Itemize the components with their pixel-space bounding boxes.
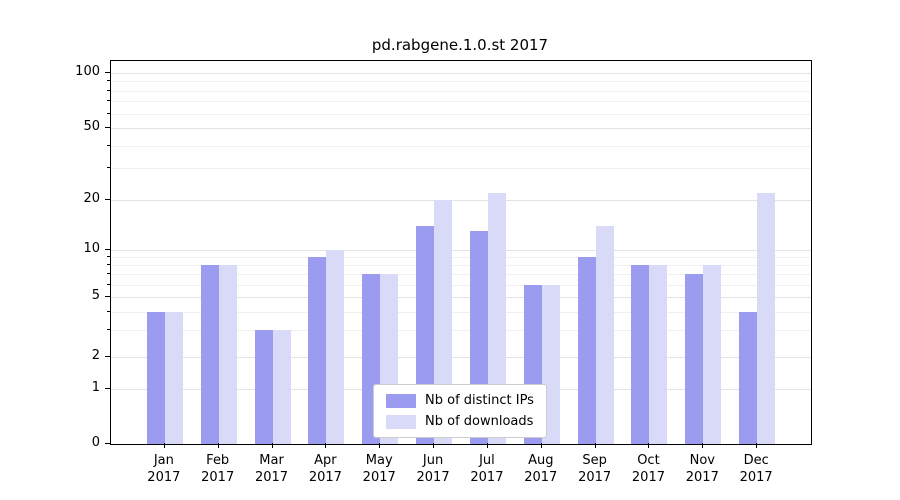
bar-distinct-ips xyxy=(685,274,704,444)
y-tick-label: 1 xyxy=(91,380,100,395)
bar-distinct-ips xyxy=(739,311,758,444)
y-tick-label: 20 xyxy=(83,191,100,206)
x-tick-label: Apr 2017 xyxy=(308,453,342,485)
bar-downloads xyxy=(487,192,506,444)
bar-distinct-ips xyxy=(200,265,219,444)
bar-downloads xyxy=(326,250,345,444)
x-tick-label: Oct 2017 xyxy=(631,453,665,485)
x-tick-label: Jan 2017 xyxy=(147,453,181,485)
y-tick-mark xyxy=(105,199,110,200)
gridline-major xyxy=(111,297,811,298)
x-tick-mark xyxy=(486,443,488,448)
gridline-minor xyxy=(111,274,811,276)
x-tick-mark xyxy=(217,443,219,448)
bar-distinct-ips xyxy=(146,311,165,444)
legend-swatch xyxy=(386,414,416,429)
y-minor-tick-mark xyxy=(107,256,110,258)
legend-label: Nb of downloads xyxy=(425,414,534,429)
x-tick-mark xyxy=(325,443,327,448)
gridline-minor xyxy=(111,311,811,313)
y-minor-tick-mark xyxy=(107,89,110,91)
y-tick-mark xyxy=(105,443,110,444)
legend-swatch xyxy=(386,393,416,408)
bar-downloads xyxy=(272,330,291,444)
y-minor-tick-mark xyxy=(107,329,110,331)
gridline-major xyxy=(111,357,811,358)
y-minor-tick-mark xyxy=(107,283,110,285)
x-tick-mark xyxy=(379,443,381,448)
x-tick-label: Feb 2017 xyxy=(201,453,235,485)
x-tick-label: Aug 2017 xyxy=(524,453,558,485)
bar-downloads xyxy=(649,265,668,444)
y-tick-label: 100 xyxy=(75,64,100,79)
legend-item: Nb of downloads xyxy=(386,414,534,429)
y-tick-label: 50 xyxy=(83,119,100,134)
gridline-minor xyxy=(111,284,811,286)
y-minor-tick-mark xyxy=(107,100,110,102)
x-tick-label: Jul 2017 xyxy=(470,453,504,485)
bar-downloads xyxy=(757,192,776,444)
x-tick-mark xyxy=(648,443,650,448)
gridline-major xyxy=(111,200,811,201)
x-tick-label: Mar 2017 xyxy=(254,453,289,485)
x-tick-label: May 2017 xyxy=(362,453,396,485)
y-tick-mark xyxy=(105,72,110,73)
bar-downloads xyxy=(703,265,722,444)
bar-distinct-ips xyxy=(631,265,650,444)
y-minor-tick-mark xyxy=(107,273,110,275)
y-minor-tick-mark xyxy=(107,264,110,266)
x-tick-mark xyxy=(433,443,435,448)
legend-label: Nb of distinct IPs xyxy=(425,393,534,408)
y-tick-mark xyxy=(105,356,110,357)
gridline-minor xyxy=(111,81,811,83)
bar-downloads xyxy=(595,225,614,444)
gridline-major xyxy=(111,250,811,251)
x-tick-mark xyxy=(271,443,273,448)
bar-downloads xyxy=(218,265,237,444)
plot-area: Nb of distinct IPs Nb of downloads xyxy=(110,60,812,445)
gridline-minor xyxy=(111,265,811,267)
gridline-minor xyxy=(111,330,811,332)
x-tick-label: Dec 2017 xyxy=(739,453,773,485)
gridline-minor xyxy=(111,113,811,115)
gridline-minor xyxy=(111,168,811,170)
x-tick-mark xyxy=(163,443,165,448)
x-tick-label: Sep 2017 xyxy=(578,453,612,485)
y-tick-label: 10 xyxy=(83,241,100,256)
x-tick-mark xyxy=(756,443,758,448)
gridline-minor xyxy=(111,145,811,147)
gridline-minor xyxy=(111,257,811,259)
bar-distinct-ips xyxy=(308,257,327,444)
y-minor-tick-mark xyxy=(107,112,110,114)
legend: Nb of distinct IPs Nb of downloads xyxy=(373,384,547,438)
y-minor-tick-mark xyxy=(107,144,110,146)
gridline-major xyxy=(111,128,811,129)
y-minor-tick-mark xyxy=(107,167,110,169)
bar-downloads xyxy=(434,200,453,444)
y-tick-label: 0 xyxy=(91,435,100,450)
x-tick-label: Nov 2017 xyxy=(685,453,719,485)
y-minor-tick-mark xyxy=(107,80,110,82)
gridline-minor xyxy=(111,90,811,92)
y-minor-tick-mark xyxy=(107,310,110,312)
y-tick-mark xyxy=(105,388,110,389)
y-tick-mark xyxy=(105,296,110,297)
bar-distinct-ips xyxy=(577,257,596,444)
x-tick-mark xyxy=(594,443,596,448)
bar-downloads xyxy=(164,311,183,444)
gridline-minor xyxy=(111,101,811,103)
x-tick-mark xyxy=(702,443,704,448)
chart-title: pd.rabgene.1.0.st 2017 xyxy=(371,36,549,54)
bar-distinct-ips xyxy=(254,330,273,444)
y-tick-mark xyxy=(105,127,110,128)
gridline-major xyxy=(111,73,811,74)
y-tick-label: 5 xyxy=(91,288,100,303)
x-tick-mark xyxy=(540,443,542,448)
x-tick-label: Jun 2017 xyxy=(416,453,450,485)
y-tick-label: 2 xyxy=(91,348,100,363)
y-tick-mark xyxy=(105,249,110,250)
legend-item: Nb of distinct IPs xyxy=(386,393,534,408)
